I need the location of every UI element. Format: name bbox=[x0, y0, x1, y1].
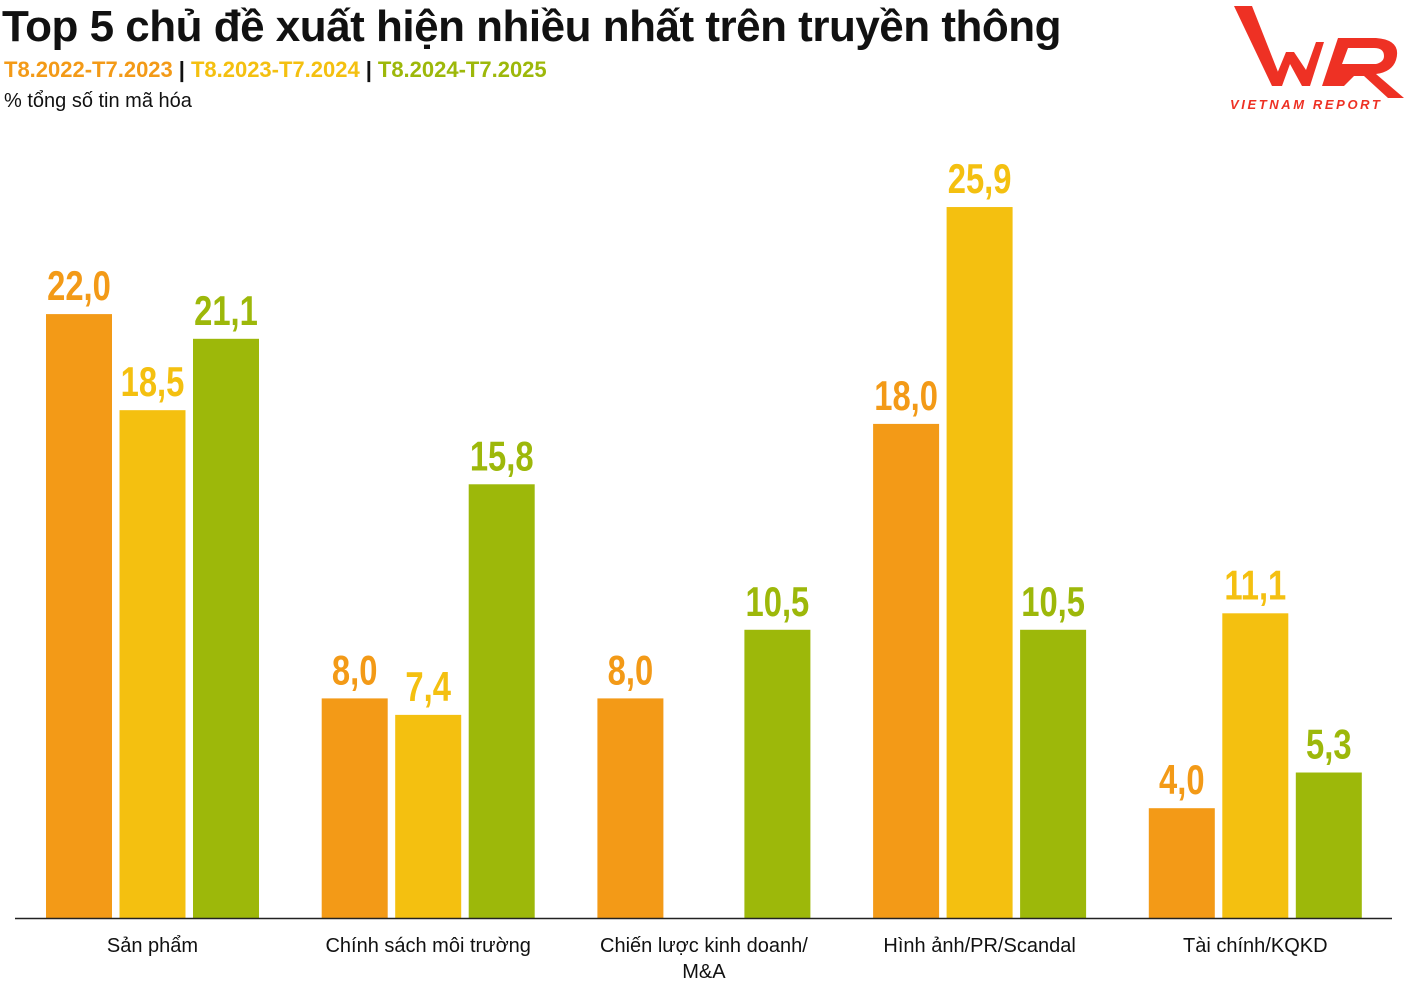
bar bbox=[119, 410, 186, 918]
bar bbox=[321, 698, 388, 918]
data-label: 18,5 bbox=[121, 358, 185, 405]
data-label: 18,0 bbox=[874, 372, 938, 419]
data-label: 10,5 bbox=[1021, 578, 1085, 625]
legend: T8.2022-T7.2023 | T8.2023-T7.2024 | T8.2024-… bbox=[4, 57, 547, 82]
bar bbox=[1295, 772, 1362, 918]
category-label: Hình ảnh/PR/Scandal bbox=[883, 935, 1075, 957]
bar bbox=[946, 207, 1013, 919]
category-label: Tài chính/KQKD bbox=[1183, 935, 1328, 957]
data-label: 4,0 bbox=[1159, 756, 1205, 803]
data-label: 22,0 bbox=[47, 262, 111, 309]
category-label: Chiến lược kinh doanh/ bbox=[600, 935, 808, 957]
data-label: 21,1 bbox=[194, 287, 258, 334]
legend-item-2022: T8.2022-T7.2023 bbox=[4, 57, 173, 82]
bar bbox=[1148, 808, 1215, 918]
data-label: 7,4 bbox=[405, 663, 451, 710]
y-axis-label: % tổng số tin mã hóa bbox=[4, 90, 192, 112]
legend-item-2024: T8.2024-T7.2025 bbox=[377, 57, 547, 82]
bar bbox=[1222, 613, 1289, 918]
bar bbox=[193, 338, 259, 918]
bar bbox=[744, 629, 811, 918]
data-label: 25,9 bbox=[948, 155, 1012, 202]
bar bbox=[395, 714, 462, 918]
bar bbox=[873, 423, 940, 918]
data-label: 15,8 bbox=[470, 432, 534, 479]
bar bbox=[1020, 629, 1087, 918]
bar bbox=[597, 698, 664, 918]
bar bbox=[468, 484, 535, 918]
bar bbox=[46, 314, 112, 919]
category-label: Sản phẩm bbox=[107, 935, 198, 957]
data-label: 10,5 bbox=[746, 578, 810, 625]
data-label: 5,3 bbox=[1306, 721, 1352, 768]
category-label: M&A bbox=[682, 961, 726, 983]
legend-item-2023: T8.2023-T7.2024 bbox=[190, 57, 360, 82]
chart-title: Top 5 chủ đề xuất hiện nhiều nhất trên t… bbox=[2, 2, 1062, 51]
svg-text:VIETNAM REPORT: VIETNAM REPORT bbox=[1230, 97, 1382, 112]
data-label: 11,1 bbox=[1224, 561, 1286, 608]
data-label: 8,0 bbox=[332, 646, 378, 693]
vietnam-report-logo: VIETNAM REPORT bbox=[1230, 6, 1404, 112]
data-label: 8,0 bbox=[608, 646, 654, 693]
category-label: Chính sách môi trường bbox=[325, 935, 530, 957]
